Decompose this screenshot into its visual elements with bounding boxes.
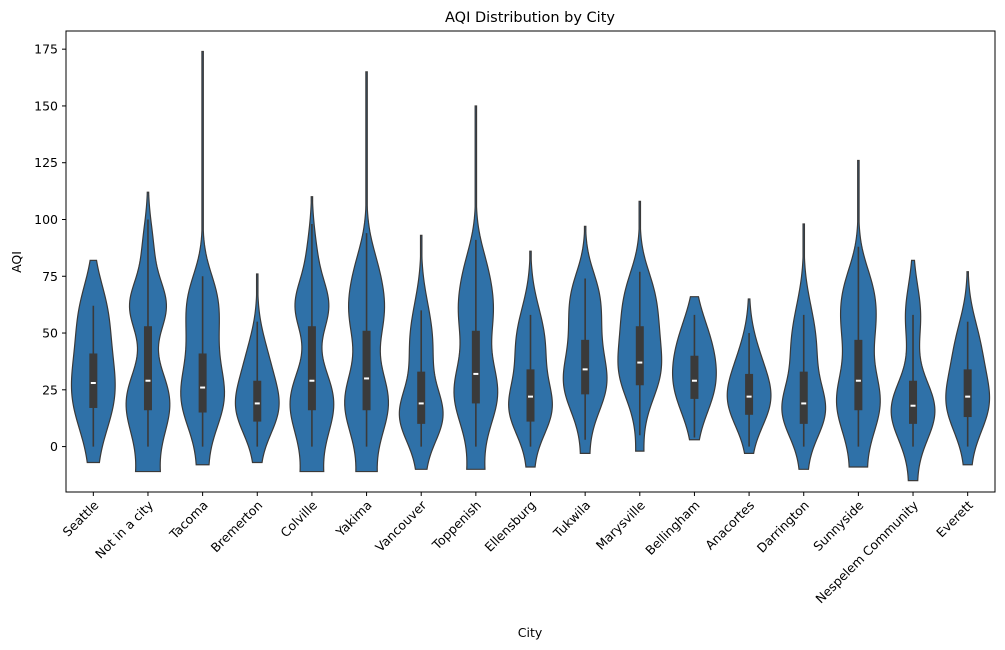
violin-everett — [945, 271, 991, 466]
violin-iqr-box — [89, 353, 98, 408]
violin-ellensburg — [508, 250, 553, 468]
x-tick-label: Tukwila — [550, 498, 594, 542]
y-tick-label: 150 — [34, 98, 58, 113]
x-tick-label: Ellensburg — [482, 498, 539, 555]
x-tick-label: Sunnyside — [810, 497, 867, 554]
y-tick-label: 175 — [34, 42, 58, 57]
violin-nespelem-community — [890, 259, 936, 482]
y-tick-label: 50 — [42, 326, 58, 341]
violin-iqr-box — [909, 380, 918, 424]
y-tick-label: 25 — [42, 382, 58, 397]
violin-yakima — [344, 71, 390, 473]
violin-vancouver — [398, 234, 444, 470]
x-tick-label: Vancouver — [372, 497, 430, 555]
x-tick-label: Anacortes — [702, 498, 757, 553]
x-tick-label: Bremerton — [208, 498, 266, 556]
violin-iqr-box — [581, 339, 590, 395]
violin-iqr-box — [963, 369, 972, 418]
x-tick-label: Toppenish — [428, 498, 484, 554]
violin-iqr-box — [307, 326, 316, 411]
x-tick-label: Nespelem Community — [812, 497, 921, 606]
violin-marysville — [617, 200, 663, 452]
x-tick-label: Yakima — [332, 498, 375, 541]
x-tick-label: Everett — [933, 497, 976, 540]
y-tick-label: 0 — [50, 439, 58, 454]
violin-anacortes — [726, 298, 772, 454]
violin-iqr-box — [362, 330, 371, 411]
violin-iqr-box — [526, 369, 535, 422]
y-tick-label: 100 — [34, 212, 58, 227]
violin-iqr-box — [253, 380, 262, 422]
x-tick-label: Seattle — [60, 497, 102, 539]
violin-sunnyside — [835, 159, 881, 468]
violin-iqr-box — [198, 353, 207, 413]
violin-not-in-a-city — [125, 191, 171, 473]
violin-iqr-box — [690, 355, 699, 399]
violin-body — [180, 50, 226, 466]
x-tick-label: Bellingham — [642, 498, 702, 558]
x-tick-label: Colville — [277, 497, 320, 540]
violin-iqr-box — [471, 330, 480, 404]
x-tick-label: Marysville — [593, 497, 648, 552]
violin-iqr-box — [635, 326, 644, 386]
violin-tacoma — [180, 50, 226, 466]
y-axis: 0 25 50 75 100 125 150 175 — [34, 42, 66, 454]
violin-tukwila — [562, 225, 608, 454]
chart-title: AQI Distribution by City — [445, 10, 615, 26]
x-tick-label: Darrington — [754, 498, 812, 556]
violin-colville — [289, 196, 335, 473]
violin-iqr-box — [143, 326, 152, 411]
violin-iqr-box — [745, 373, 754, 415]
violin-iqr-box — [854, 339, 863, 411]
x-axis-label: City — [518, 625, 543, 640]
y-axis-label: AQI — [9, 251, 24, 273]
violin-seattle — [70, 259, 116, 464]
violin-toppenish — [453, 105, 499, 470]
y-tick-label: 75 — [42, 269, 58, 284]
violin-iqr-box — [417, 371, 426, 424]
plot-area — [65, 30, 996, 493]
violin-iqr-box — [799, 371, 808, 424]
violin-bremerton — [234, 273, 280, 464]
x-tick-label: Tacoma — [166, 498, 211, 543]
violin-bellingham — [671, 296, 717, 441]
y-tick-label: 125 — [34, 155, 58, 170]
violin-darrington — [781, 223, 827, 470]
x-tick-label: Not in a city — [92, 497, 156, 561]
